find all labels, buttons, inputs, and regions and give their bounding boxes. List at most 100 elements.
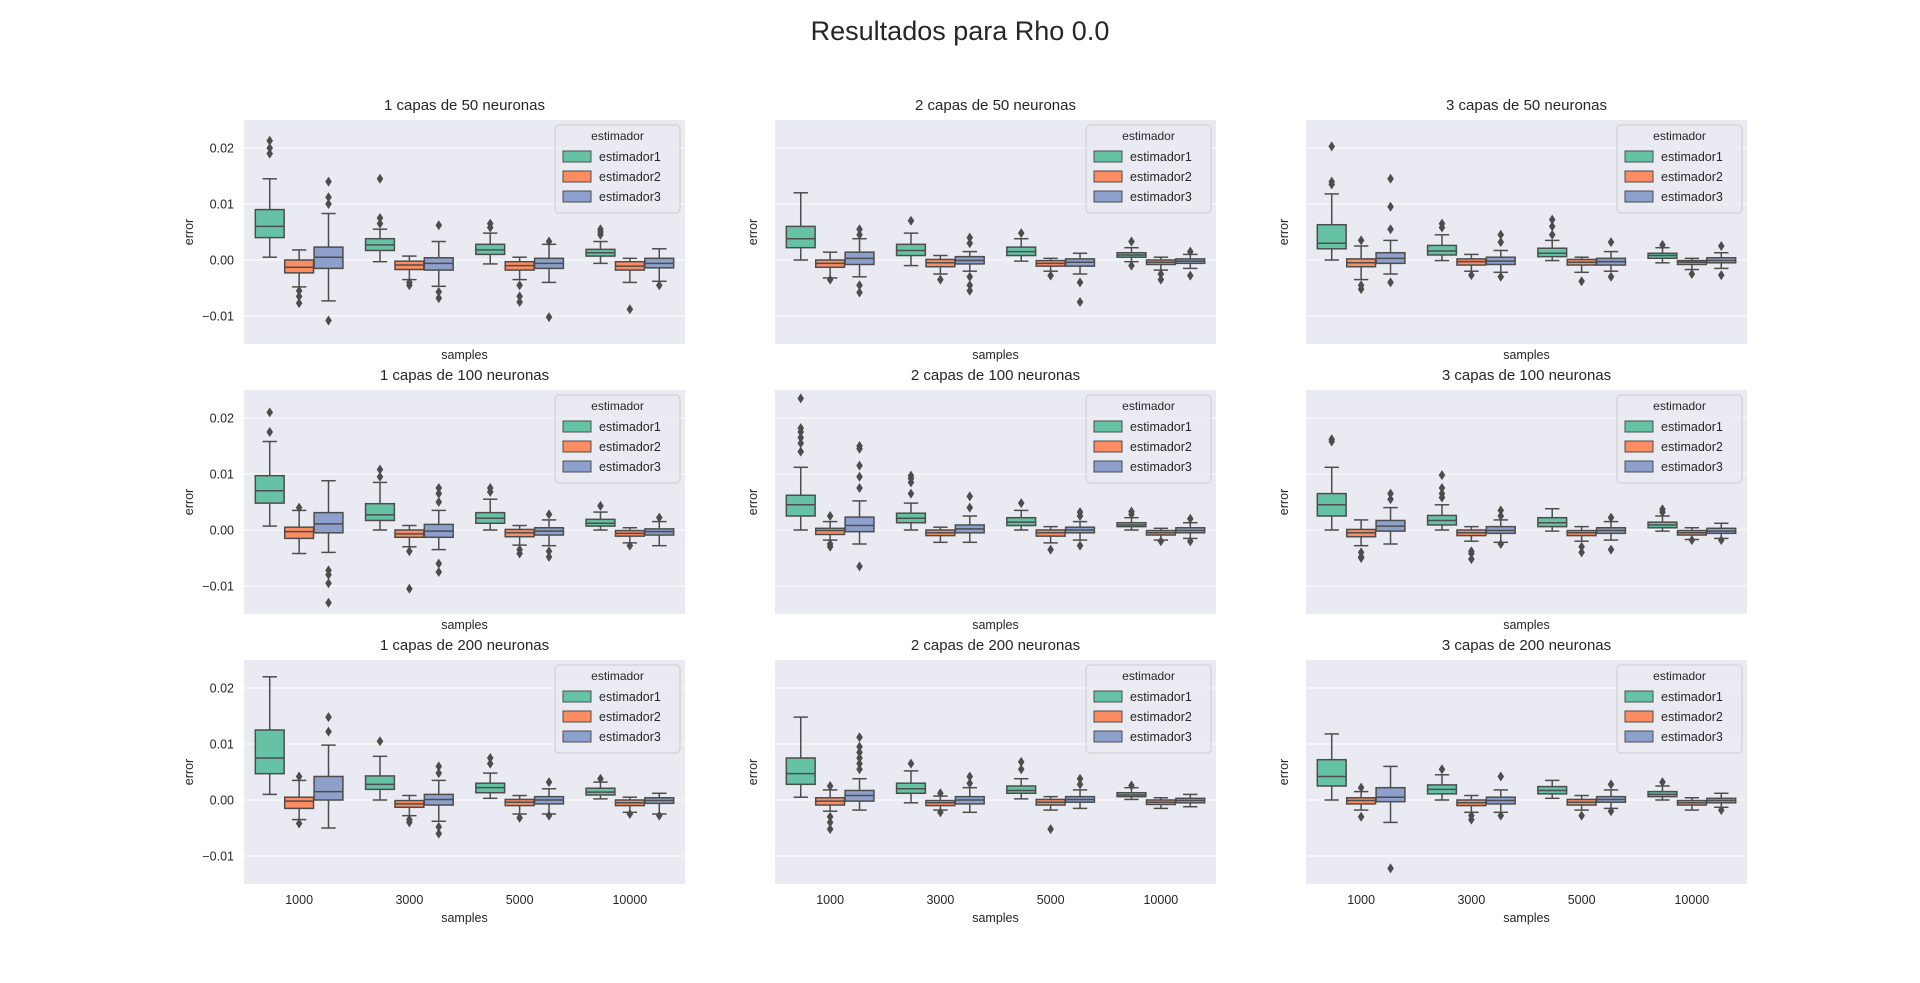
- flier-point: [1076, 779, 1084, 790]
- box-estimador3: [1485, 505, 1516, 549]
- flier-point: [937, 807, 944, 818]
- flier-point: [655, 280, 663, 291]
- flier-point: [406, 546, 413, 557]
- box-estimador2: [814, 781, 846, 835]
- box-iqr: [254, 474, 285, 504]
- box-estimador2: [1145, 527, 1177, 547]
- legend-label: estimador3: [1661, 190, 1723, 204]
- legend-swatch: [1093, 710, 1123, 723]
- xtick-label: 3000: [926, 893, 954, 907]
- ylabel: error: [182, 489, 196, 515]
- legend-label: estimador2: [1130, 440, 1192, 454]
- ylabel: error: [746, 219, 760, 245]
- box-estimador1: [364, 173, 396, 263]
- ytick-label: 0.00: [210, 524, 234, 538]
- box-estimador1: [254, 407, 285, 527]
- flier-point: [655, 810, 663, 821]
- flier-point: [1607, 544, 1615, 555]
- flier-point: [1548, 221, 1556, 232]
- legend-label: estimador1: [599, 690, 661, 704]
- flier-point: [1468, 814, 1475, 825]
- box-estimador3: [954, 491, 985, 544]
- xtick-label: 5000: [1037, 893, 1065, 907]
- panel-title: 2 capas de 100 neuronas: [911, 367, 1080, 384]
- box-estimador3: [533, 509, 565, 562]
- legend-swatch: [1624, 420, 1654, 433]
- chart-panel: −0.01 0.00 0.01 0.02 1 capas de 50 neuronas e…: [182, 97, 685, 362]
- box-iqr: [254, 208, 285, 239]
- box-estimador1: [1316, 434, 1347, 531]
- legend-label: estimador2: [599, 440, 661, 454]
- box-estimador2: [283, 249, 315, 309]
- legend-swatch: [562, 420, 592, 433]
- box-estimador3: [1064, 252, 1096, 307]
- flier-point: [856, 747, 863, 758]
- flier-point: [856, 441, 863, 451]
- flier-point: [1047, 270, 1054, 281]
- flier-point: [325, 569, 332, 580]
- ytick-label: −0.01: [202, 310, 234, 324]
- flier-point: [486, 218, 494, 229]
- box-estimador3: [423, 483, 454, 577]
- flier-point: [1659, 777, 1666, 788]
- legend-label: estimador2: [1130, 170, 1192, 184]
- flier-point: [1717, 535, 1725, 546]
- legend: estimador estimador1 estimador2 estimador3: [554, 664, 681, 754]
- flier-point: [626, 540, 634, 551]
- box-iqr: [1316, 223, 1347, 250]
- legend-title: estimador: [1653, 129, 1706, 143]
- flier-point: [435, 293, 443, 304]
- box-iqr: [785, 225, 816, 249]
- box-estimador2: [1345, 235, 1377, 295]
- flier-point: [406, 277, 413, 288]
- flier-point: [1717, 241, 1725, 251]
- ylabel: error: [1277, 489, 1291, 515]
- box-estimador2: [504, 256, 535, 307]
- box-estimador1: [1647, 504, 1678, 532]
- box-estimador3: [313, 176, 344, 326]
- flier-point: [295, 502, 303, 513]
- legend-swatch: [562, 170, 592, 183]
- legend: estimador estimador1 estimador2 estimador3: [1085, 664, 1212, 754]
- flier-point: [856, 471, 863, 482]
- box-estimador3: [1595, 512, 1627, 555]
- xlabel: samples: [972, 618, 1019, 632]
- box-estimador3: [644, 512, 675, 547]
- box-estimador1: [1006, 756, 1037, 800]
- flier-point: [1186, 536, 1194, 547]
- flier-point: [1717, 270, 1725, 281]
- flier-point: [325, 315, 332, 326]
- panel-title: 3 capas de 50 neuronas: [1446, 97, 1607, 114]
- flier-point: [966, 285, 974, 296]
- ylabel: error: [746, 489, 760, 515]
- flier-point: [1076, 773, 1084, 784]
- legend-swatch: [1093, 460, 1123, 473]
- panel-title: 3 capas de 200 neuronas: [1442, 637, 1611, 654]
- flier-point: [376, 173, 384, 184]
- flier-point: [1157, 269, 1165, 279]
- panel-title: 3 capas de 100 neuronas: [1442, 367, 1611, 384]
- box-iqr: [844, 516, 875, 533]
- flier-point: [1578, 276, 1585, 287]
- legend: estimador estimador1 estimador2 estimador3: [1616, 124, 1743, 214]
- chart-panel: 2 capas de 200 neuronas error 1000 3000 5000…: [746, 637, 1216, 925]
- flier-point: [907, 470, 915, 481]
- chart-panel: 3 capas de 100 neuronas error samples estim…: [1277, 367, 1747, 632]
- box-estimador1: [785, 192, 816, 261]
- box-estimador1: [895, 215, 927, 267]
- box-estimador1: [364, 736, 396, 801]
- flier-point: [486, 753, 494, 763]
- flier-point: [1076, 540, 1084, 551]
- legend-label: estimador1: [1130, 420, 1192, 434]
- flier-point: [966, 232, 974, 243]
- ylabel: error: [746, 759, 760, 785]
- flier-point: [1128, 260, 1135, 271]
- box-estimador2: [1676, 257, 1708, 279]
- flier-point: [1017, 498, 1025, 509]
- chart-panel: 3 capas de 50 neuronas error samples estima…: [1277, 97, 1747, 362]
- box-estimador3: [844, 224, 875, 298]
- box-estimador1: [1006, 228, 1037, 262]
- legend-label: estimador2: [599, 170, 661, 184]
- flier-point: [516, 280, 523, 291]
- flier-point: [1688, 269, 1696, 279]
